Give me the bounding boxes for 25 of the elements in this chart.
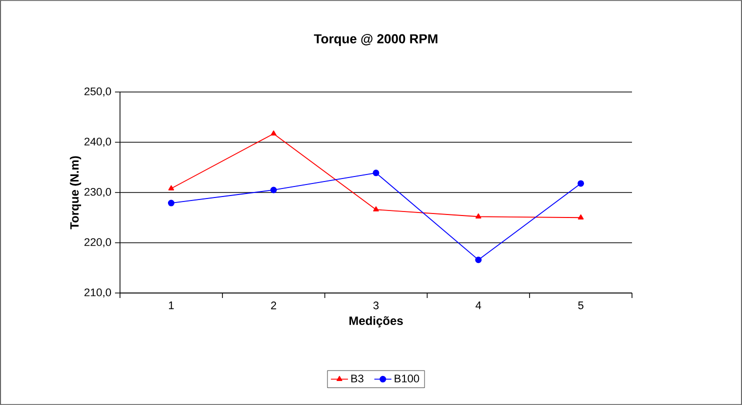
point — [578, 214, 584, 220]
point — [168, 185, 174, 190]
legend-label: B3 — [351, 374, 364, 382]
y-tick-label: 250,0 — [84, 87, 112, 97]
y-tick-label: 220,0 — [84, 238, 112, 248]
point — [168, 200, 174, 206]
legend-label: B100 — [394, 374, 420, 382]
y-axis-title: Torque (N.m) — [70, 156, 82, 230]
x-tick-label: 2 — [271, 302, 276, 310]
x-tick-label: 3 — [373, 302, 379, 310]
point — [270, 130, 276, 136]
x-axis-title: Medições — [349, 316, 403, 328]
x-tick-label: 5 — [578, 302, 584, 310]
y-tick-label: 230,0 — [84, 188, 112, 198]
point — [373, 206, 379, 212]
y-tick-label: 210,0 — [84, 288, 112, 298]
point — [270, 186, 277, 194]
point — [475, 256, 482, 264]
point — [578, 180, 584, 187]
point — [476, 213, 482, 218]
y-tick-label: 240,0 — [84, 138, 112, 147]
x-tick-label: 1 — [168, 302, 174, 310]
x-tick-label: 4 — [476, 302, 482, 310]
point — [372, 170, 380, 176]
chart-title: Torque @ 2000 RPM — [314, 34, 438, 46]
